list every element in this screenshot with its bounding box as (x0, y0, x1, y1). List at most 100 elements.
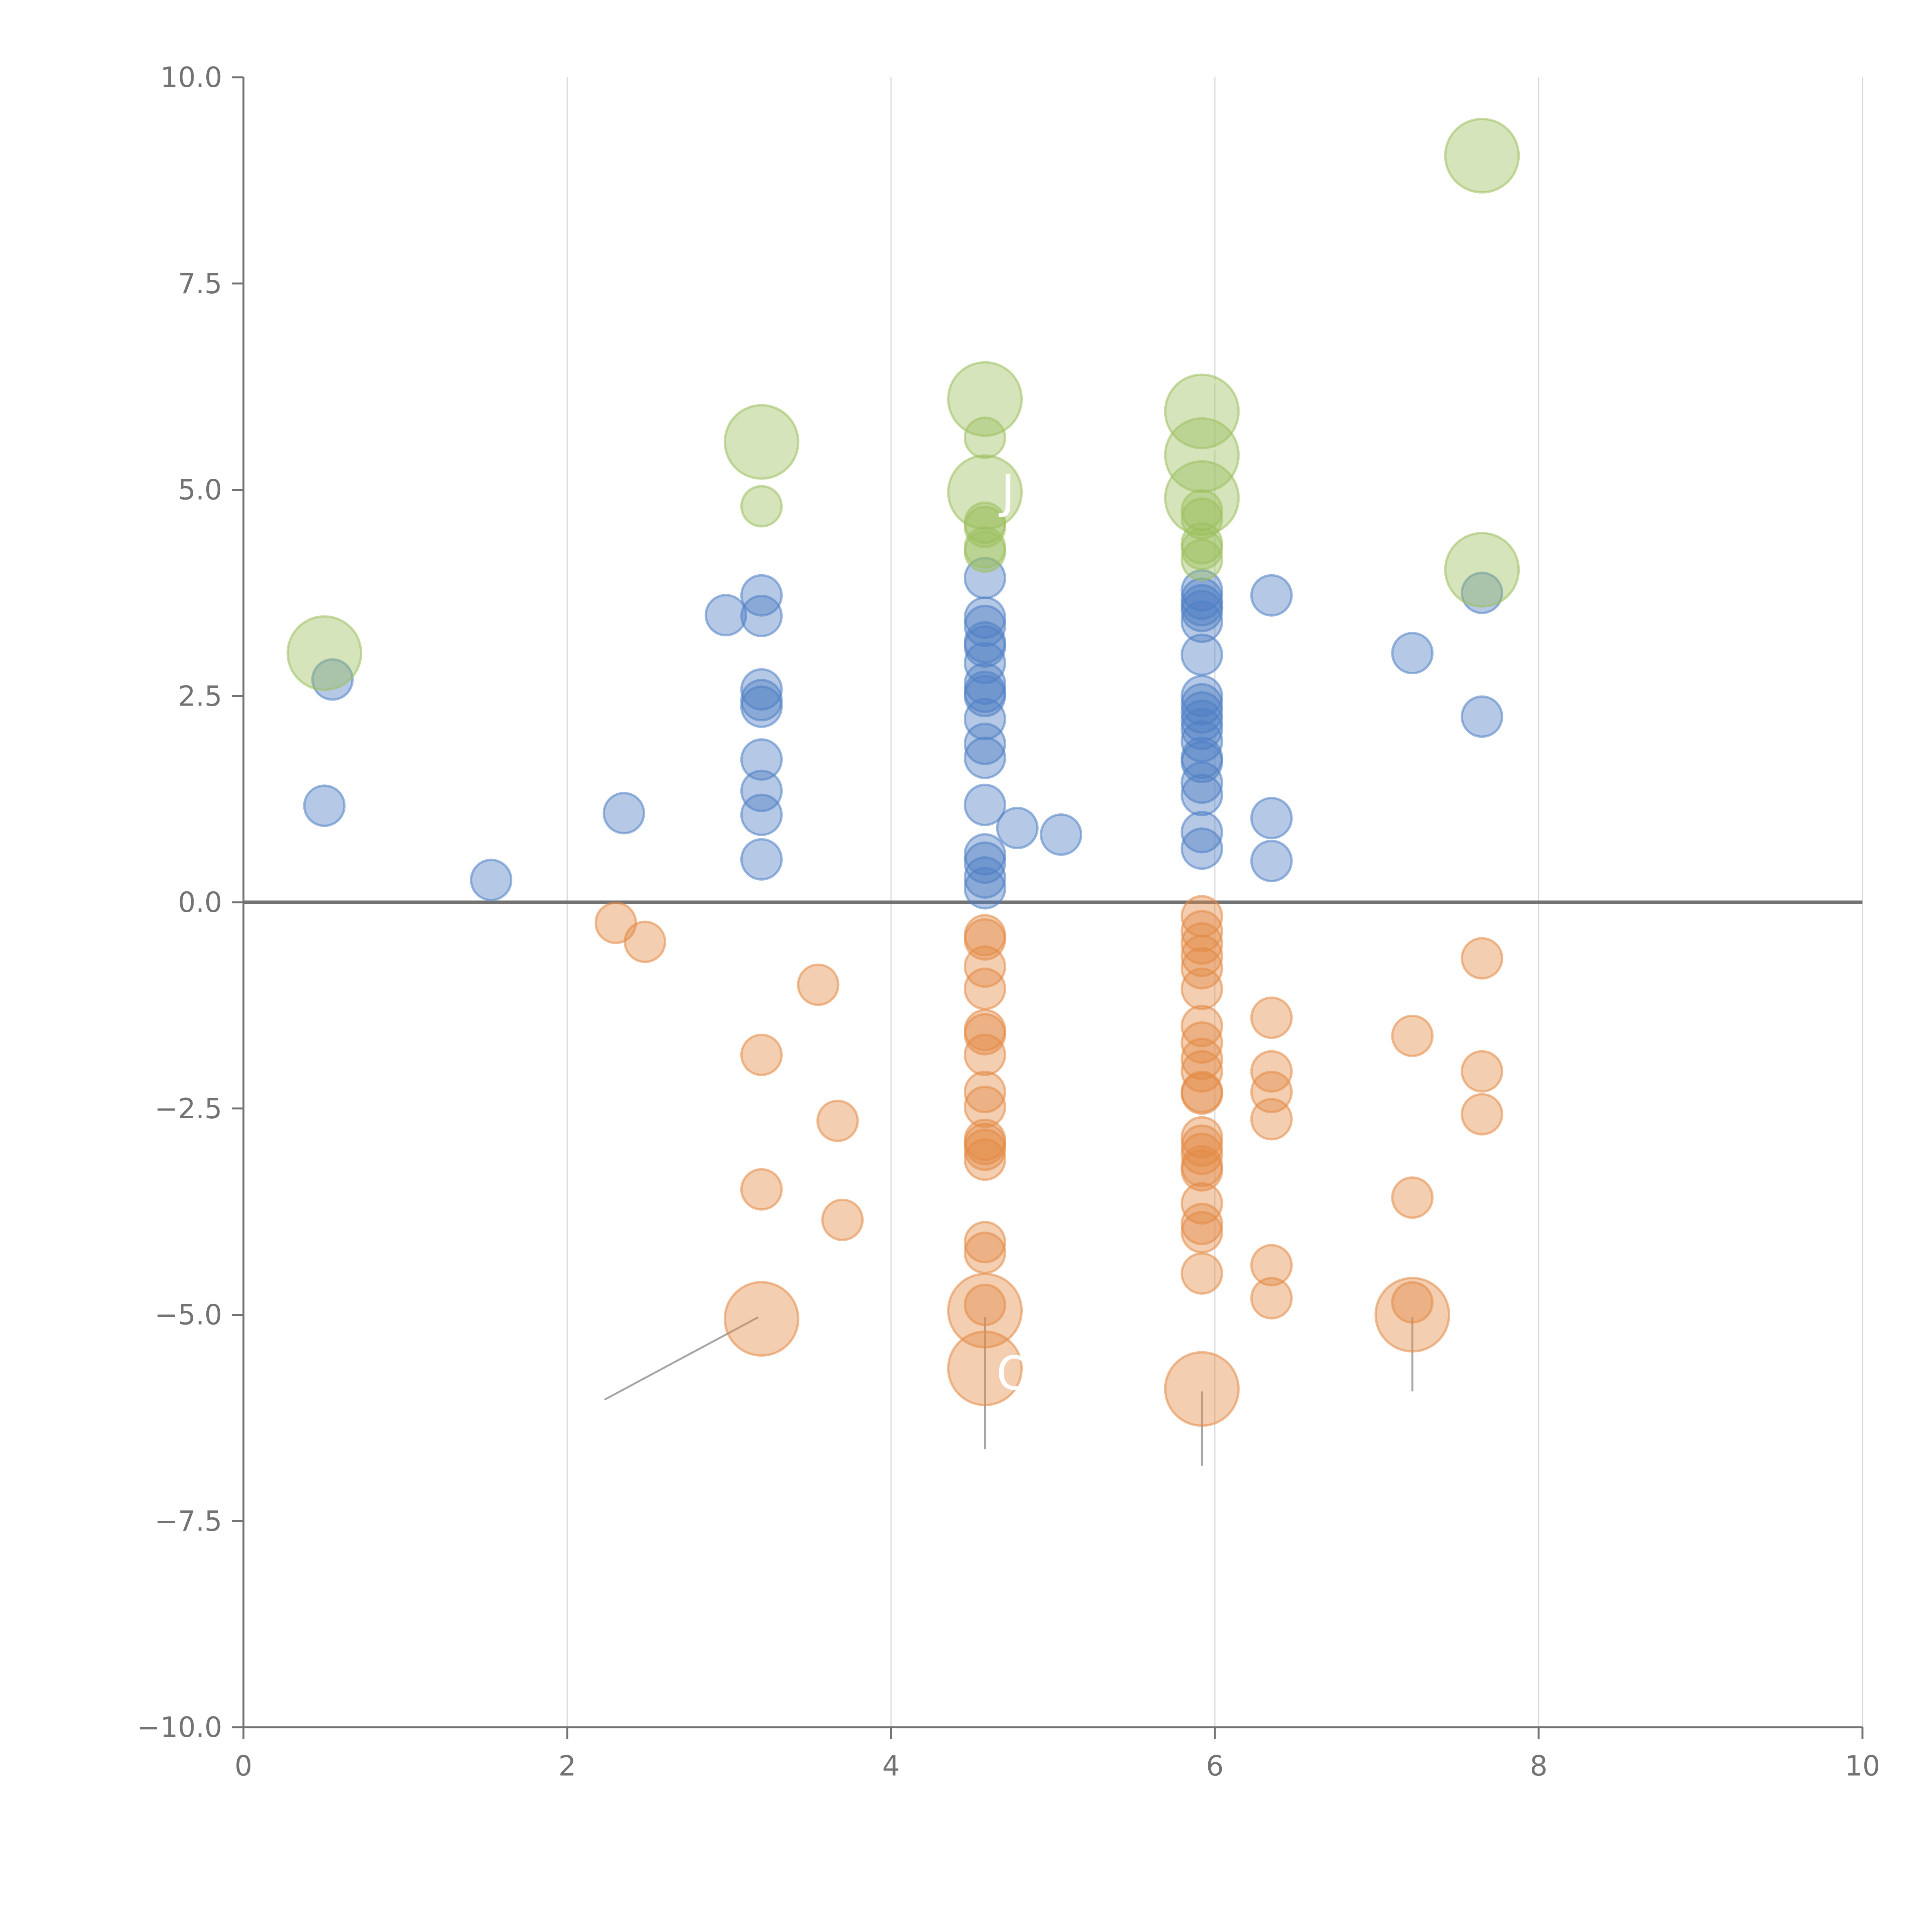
positive-point (1180, 590, 1223, 633)
negative-point (1180, 1005, 1223, 1048)
annotation-leader-line (1208, 509, 1229, 528)
negative-point (964, 1231, 1007, 1274)
x-tick-label: 8 (1530, 1750, 1548, 1782)
positive-point (964, 841, 1007, 884)
y-tick-label: 2.5 (178, 680, 222, 712)
annotation-leader-line (985, 485, 1008, 491)
highlight-point (1180, 538, 1223, 581)
points-layer (286, 117, 1520, 1427)
negative-point (1180, 1037, 1223, 1080)
negative-point (1250, 1098, 1293, 1141)
negative-point (740, 1168, 783, 1211)
negative-point (1391, 1281, 1434, 1324)
negative-point (1391, 1014, 1434, 1057)
annotation-leader-line (604, 1316, 759, 1401)
positive-point (740, 793, 783, 836)
negative-point (1180, 922, 1223, 965)
negative-point (964, 1033, 1007, 1076)
positive-point (1180, 707, 1223, 750)
positive-point (1250, 574, 1293, 617)
positive-point (740, 595, 783, 638)
annotation-leader-line (987, 383, 1005, 404)
negative-point (1180, 1133, 1223, 1175)
negative-point (1250, 1244, 1293, 1287)
positive-point (740, 685, 783, 728)
negative-point (797, 963, 840, 1006)
negative-point (947, 1272, 1023, 1349)
highlight-point (964, 530, 1007, 573)
negative-point (947, 1330, 1023, 1406)
positive-point (303, 784, 346, 827)
y-tick-label: 7.5 (178, 267, 222, 300)
y-tick-label: −7.5 (155, 1505, 222, 1537)
highlight-point (1164, 373, 1240, 449)
highlight-point (1180, 528, 1223, 571)
positive-point (1180, 827, 1223, 870)
negative-point (1180, 1211, 1223, 1253)
highlight-point (964, 416, 1007, 459)
y-tick-label: −10.0 (137, 1711, 222, 1743)
positive-point (740, 668, 783, 711)
point-label-layer: OJ (996, 465, 1032, 1401)
highlight-point (1164, 417, 1240, 493)
highlight-point (1444, 532, 1520, 608)
positive-point (1039, 813, 1082, 856)
positive-point (1250, 840, 1293, 883)
highlight-point (286, 615, 362, 691)
negative-point (964, 1128, 1007, 1171)
x-tick-label: 4 (882, 1750, 900, 1782)
negative-point (1180, 1252, 1223, 1295)
negative-point (1164, 1351, 1240, 1427)
positive-point (996, 806, 1039, 849)
negative-point (821, 1198, 864, 1241)
negative-point (1180, 1072, 1223, 1115)
positive-point (740, 769, 783, 812)
positive-point (964, 736, 1007, 779)
negative-point (1461, 1093, 1503, 1136)
x-tick-label: 10 (1845, 1750, 1880, 1782)
annotation-leader-layer (604, 144, 1483, 1466)
positive-point (1461, 571, 1503, 614)
positive-point (964, 723, 1007, 765)
negative-point (816, 1099, 859, 1142)
negative-point (964, 1221, 1007, 1264)
negative-point (624, 920, 667, 963)
annotation-leader-line (1202, 380, 1216, 404)
negative-point (1461, 1050, 1503, 1093)
positive-point (964, 867, 1007, 910)
highlight-point (740, 485, 783, 528)
highlight-point (947, 361, 1023, 437)
negative-point (964, 1138, 1007, 1181)
annotation-leader-line (1208, 435, 1236, 454)
negative-point (1250, 1277, 1293, 1320)
y-tick-label: 5.0 (178, 474, 222, 506)
positive-point (1391, 632, 1434, 675)
highlight-point (947, 454, 1023, 530)
positive-point (1180, 761, 1223, 804)
negative-point (1180, 934, 1223, 977)
point-label: O (996, 1347, 1032, 1401)
positive-point (1180, 811, 1223, 854)
positive-point (704, 594, 747, 637)
y-tick-label: 0.0 (178, 886, 222, 918)
negative-point (1250, 996, 1293, 1039)
negative-point (740, 1033, 783, 1076)
negative-point (1180, 910, 1223, 952)
x-tick-label: 2 (558, 1750, 576, 1782)
negative-point (1374, 1277, 1451, 1353)
negative-point (1391, 1176, 1434, 1219)
negative-point (1461, 937, 1503, 980)
positive-point (964, 675, 1007, 718)
highlight-point (1444, 117, 1520, 194)
positive-point (1180, 774, 1223, 816)
positive-point (1180, 633, 1223, 676)
positive-point (964, 784, 1007, 827)
highlight-point (723, 404, 799, 480)
negative-point (964, 968, 1007, 1010)
positive-point (470, 859, 513, 901)
positive-point (964, 625, 1007, 668)
negative-point (1180, 1149, 1223, 1192)
positive-point (1180, 600, 1223, 643)
